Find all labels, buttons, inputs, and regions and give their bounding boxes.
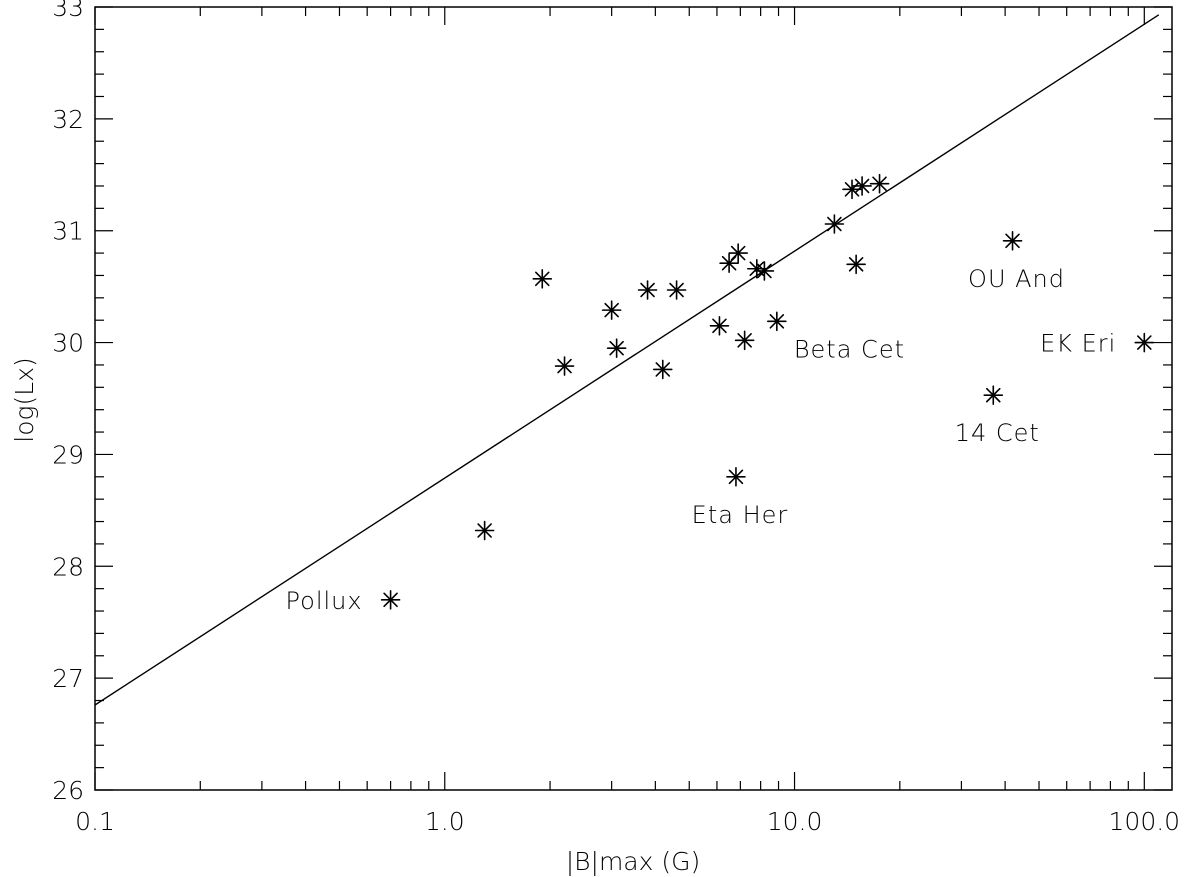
data-point — [709, 315, 730, 336]
data-point — [652, 359, 673, 380]
data-point — [1002, 230, 1023, 251]
y-tick-label: 31 — [52, 217, 84, 246]
point-label: Eta Her — [692, 501, 789, 529]
data-point — [754, 261, 775, 281]
y-tick-label: 27 — [52, 664, 84, 693]
point-annotations: Pollux Eta Her Beta Cet 14 Cet OU And EK Eri — [286, 265, 1116, 615]
point-label: 14 Cet — [955, 419, 1040, 447]
y-tick-label: 33 — [52, 0, 84, 22]
data-point — [380, 590, 401, 610]
x-tick-label: 1.0 — [425, 807, 465, 836]
x-tick-label: 0.1 — [75, 807, 115, 836]
data-point — [606, 338, 627, 358]
x-tick-label: 10.0 — [767, 807, 823, 836]
point-label: Pollux — [286, 587, 363, 615]
data-point — [532, 269, 553, 289]
data-point — [637, 280, 658, 300]
x-tick-label: 100.0 — [1109, 807, 1181, 836]
y-tick-label: 30 — [52, 329, 84, 358]
data-points — [380, 173, 1155, 610]
y-tick-label: 28 — [52, 552, 84, 581]
data-point — [719, 253, 739, 273]
point-label: EK Eri — [1040, 330, 1116, 358]
data-point — [734, 330, 755, 351]
plot-frame — [94, 6, 1173, 791]
data-point — [983, 385, 1004, 405]
data-point — [474, 520, 495, 541]
fit-line-group — [94, 14, 1160, 706]
data-point — [846, 254, 866, 275]
y-tick-label: 32 — [52, 105, 84, 134]
data-point — [824, 214, 845, 234]
point-label: OU And — [968, 265, 1065, 293]
data-point — [746, 258, 767, 279]
x-axis-label: |B|max (G) — [566, 847, 701, 876]
data-point — [726, 466, 746, 487]
tick-labels: 0.1 1.0 10.0 100.0 26 27 28 29 30 31 32 33 — [52, 0, 1180, 836]
y-tick-label: 26 — [52, 776, 84, 805]
y-tick-label: 29 — [52, 440, 84, 469]
fit-line — [94, 14, 1160, 706]
axis-ticks — [94, 6, 1172, 791]
data-point — [869, 173, 890, 194]
data-point — [1134, 332, 1155, 353]
data-point — [554, 356, 575, 376]
data-point — [852, 176, 872, 196]
point-label: Beta Cet — [794, 335, 905, 363]
y-axis-label: log(Lx) — [10, 357, 39, 442]
data-point — [601, 300, 622, 320]
data-point — [728, 243, 748, 263]
data-point — [767, 311, 787, 332]
data-point — [666, 280, 687, 300]
